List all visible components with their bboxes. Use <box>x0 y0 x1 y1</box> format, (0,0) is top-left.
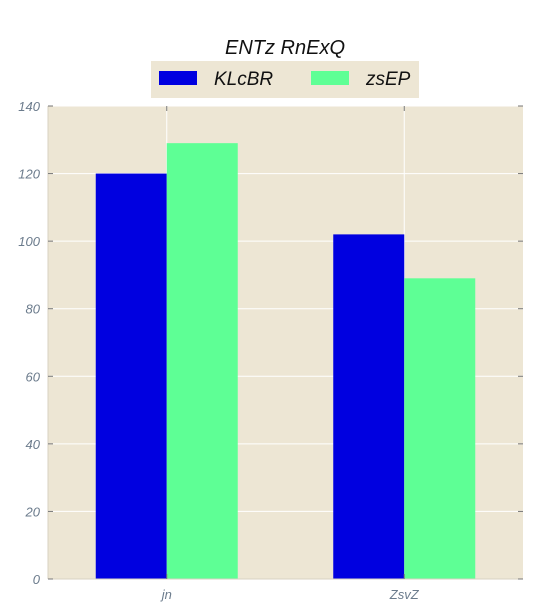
chart-title: ENTz RnExQ <box>225 37 345 59</box>
bars <box>95 143 476 580</box>
y-tick-label-3: 60 <box>26 369 41 384</box>
legend: KLcBR zsEP <box>151 61 419 98</box>
bar-klcbr-jn <box>95 173 167 580</box>
y-tick-label-5: 100 <box>18 234 40 249</box>
y-tick-label-4: 80 <box>26 302 41 317</box>
legend-swatch-klcbr <box>159 71 197 85</box>
y-tick-label-0: 0 <box>33 572 41 587</box>
axes: 0 20 40 60 80 100 120 140 jn ZsvZ <box>18 99 523 602</box>
y-tick-label-1: 20 <box>25 504 41 519</box>
y-tick-label-2: 40 <box>26 437 41 452</box>
y-tick-label-6: 120 <box>18 167 40 182</box>
legend-label-zsep: zsEP <box>365 69 411 90</box>
bar-zsep-zsvz <box>404 278 476 579</box>
y-tick-label-7: 140 <box>18 99 40 114</box>
legend-label-klcbr: KLcBR <box>214 69 273 90</box>
x-tick-label-jn: jn <box>160 587 172 602</box>
bar-klcbr-zsvz <box>333 234 405 579</box>
x-tick-label-zsvz: ZsvZ <box>389 587 420 602</box>
legend-swatch-zsep <box>311 71 349 85</box>
bar-zsep-jn <box>166 143 238 579</box>
